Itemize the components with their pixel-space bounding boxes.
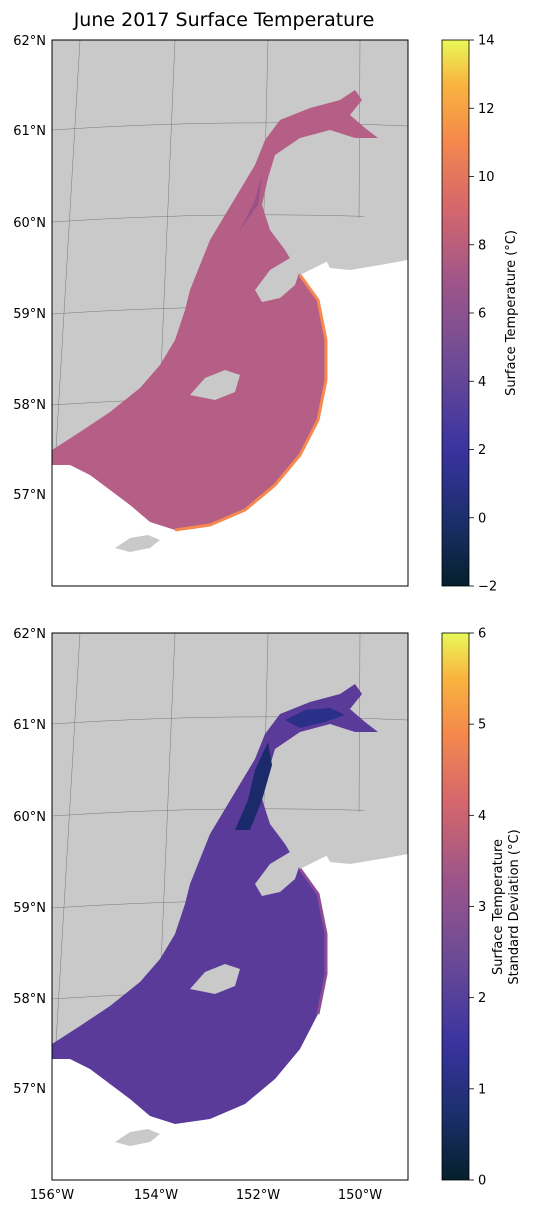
colorbar-label-line2: Standard Deviation (°C): [507, 829, 522, 984]
colorbar-tick-label: 14: [478, 34, 495, 49]
colorbar-tick-label: 10: [478, 170, 495, 185]
colorbar-gradient: [441, 39, 470, 587]
colorbar-tick-label: 3: [478, 900, 486, 915]
lat-label: 57°N: [13, 488, 46, 503]
colorbar-tick-label: −2: [478, 580, 497, 595]
map-panel-bottom: 62°N 61°N 60°N 59°N 58°N 57°N 156°W 154°…: [13, 627, 522, 1204]
alaska-peninsula-upper: [315, 794, 408, 864]
lon-label: 150°W: [338, 1188, 382, 1203]
colorbar-tick-label: 5: [478, 718, 486, 733]
lat-labels: 62°N 61°N 60°N 59°N 58°N 57°N: [13, 627, 46, 1097]
alaska-peninsula-upper: [315, 200, 408, 270]
lat-labels: 62°N 61°N 60°N 59°N 58°N 57°N: [13, 34, 46, 503]
temperature-field: [52, 90, 378, 530]
map-frame: [51, 39, 409, 587]
lat-label: 60°N: [13, 216, 46, 231]
lat-label: 62°N: [13, 627, 46, 642]
colorbar-temperature: 14 12 10 8 6 4 2 0 −2 Surface Temperature (°C): [441, 34, 519, 595]
colorbar-tick-label: 1: [478, 1082, 486, 1097]
augustine-island: [190, 964, 240, 994]
colorbar-tick-label: 2: [478, 443, 486, 458]
std-deviation-field-rim: [298, 868, 328, 1015]
aleutian-islands: [115, 535, 160, 552]
colorbar-tick-label: 6: [478, 307, 486, 322]
lon-label: 152°W: [236, 1188, 280, 1203]
lat-label: 59°N: [13, 901, 46, 916]
augustine-island: [190, 370, 240, 400]
colorbar-tick-label: 4: [478, 375, 486, 390]
colorbar-tick-label: 6: [478, 627, 486, 642]
aleutian-islands: [115, 1129, 160, 1146]
lat-label: 59°N: [13, 307, 46, 322]
colorbar-tick-label: 0: [478, 1174, 486, 1189]
lon-label: 156°W: [30, 1188, 74, 1203]
figure-title: June 2017 Surface Temperature: [73, 9, 375, 31]
kenai-peninsula: [255, 258, 300, 302]
colorbar-label-line1: Surface Temperature: [491, 839, 506, 975]
kenai-peninsula: [255, 852, 300, 896]
colorbar-std-deviation: 6 5 4 3 2 1 0 Surface Temperature Standard Dev…: [441, 627, 522, 1189]
colorbar-tick-label: 4: [478, 809, 486, 824]
lat-label: 58°N: [13, 398, 46, 413]
lat-label: 58°N: [13, 992, 46, 1007]
lat-label: 61°N: [13, 718, 46, 733]
lon-label: 154°W: [134, 1188, 178, 1203]
colorbar-tick-label: 0: [478, 511, 486, 526]
std-deviation-channel: [235, 742, 272, 830]
lat-label: 61°N: [13, 124, 46, 139]
colorbar-tick-label: 8: [478, 238, 486, 253]
lat-label: 60°N: [13, 810, 46, 825]
std-deviation-field: [52, 684, 378, 1124]
colorbar-label: Surface Temperature (°C): [504, 230, 519, 396]
lat-label: 57°N: [13, 1082, 46, 1097]
lon-labels: 156°W 154°W 152°W 150°W: [30, 1188, 382, 1203]
lat-label: 62°N: [13, 34, 46, 49]
map-frame: [51, 632, 409, 1181]
map-panel-top: 62°N 61°N 60°N 59°N 58°N 57°N 14 12 10 8 6 4 2…: [13, 34, 519, 595]
std-deviation-upper-inlet: [285, 708, 345, 728]
colorbar-tick-label: 12: [478, 102, 495, 117]
colorbar-gradient: [441, 632, 470, 1181]
temperature-field-rim: [174, 274, 328, 532]
colorbar-tick-label: 2: [478, 991, 486, 1006]
